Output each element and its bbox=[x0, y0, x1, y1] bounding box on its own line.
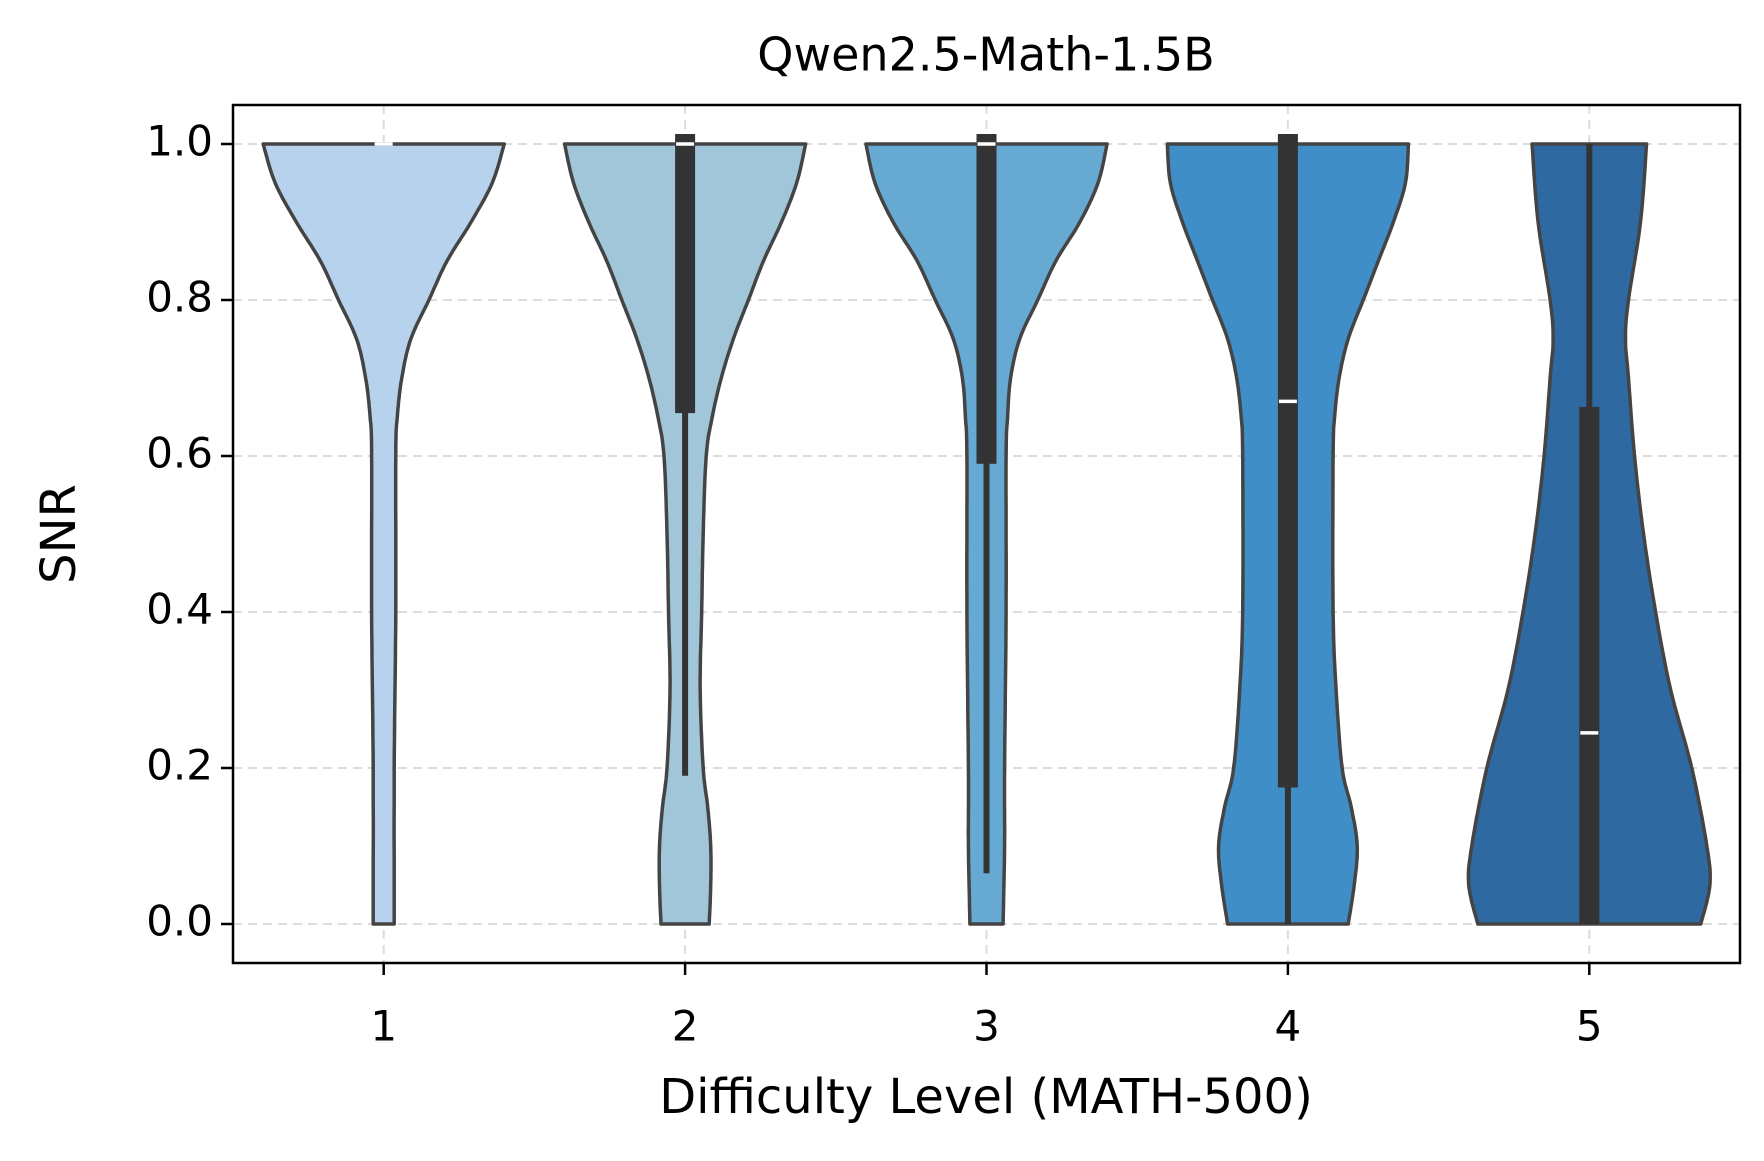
y-axis-ticks: 0.0 0.2 0.4 0.6 0.8 1.0 bbox=[146, 117, 233, 946]
y-tick-label: 0.2 bbox=[146, 741, 213, 790]
x-tick-label: 2 bbox=[672, 1002, 699, 1051]
violin-2 bbox=[562, 134, 808, 926]
y-tick-label: 0.0 bbox=[146, 897, 213, 946]
y-tick-label: 1.0 bbox=[146, 117, 213, 166]
y-axis-label: SNR bbox=[31, 484, 87, 584]
x-tick-label: 4 bbox=[1275, 1002, 1302, 1051]
x-axis-ticks: 1 2 3 4 5 bbox=[370, 963, 1603, 1051]
y-tick-label: 0.6 bbox=[146, 429, 213, 478]
y-tick-label: 0.4 bbox=[146, 585, 213, 634]
y-tick-label: 0.8 bbox=[146, 273, 213, 322]
x-tick-label: 5 bbox=[1576, 1002, 1603, 1051]
x-tick-label: 1 bbox=[370, 1002, 397, 1051]
x-axis-label: Difficulty Level (MATH-500) bbox=[659, 1069, 1313, 1125]
violin-body bbox=[261, 142, 507, 926]
violin-4 bbox=[1165, 134, 1411, 926]
iqr-box bbox=[976, 134, 997, 464]
x-tick-label: 3 bbox=[973, 1002, 1000, 1051]
violins bbox=[261, 134, 1712, 926]
violin-3 bbox=[864, 134, 1109, 926]
iqr-box bbox=[675, 134, 696, 414]
iqr-box bbox=[1579, 407, 1600, 924]
chart-title: Qwen2.5-Math-1.5B bbox=[757, 28, 1214, 82]
violin-5 bbox=[1466, 142, 1712, 926]
violin-1 bbox=[261, 142, 507, 926]
iqr-box bbox=[1277, 134, 1298, 788]
